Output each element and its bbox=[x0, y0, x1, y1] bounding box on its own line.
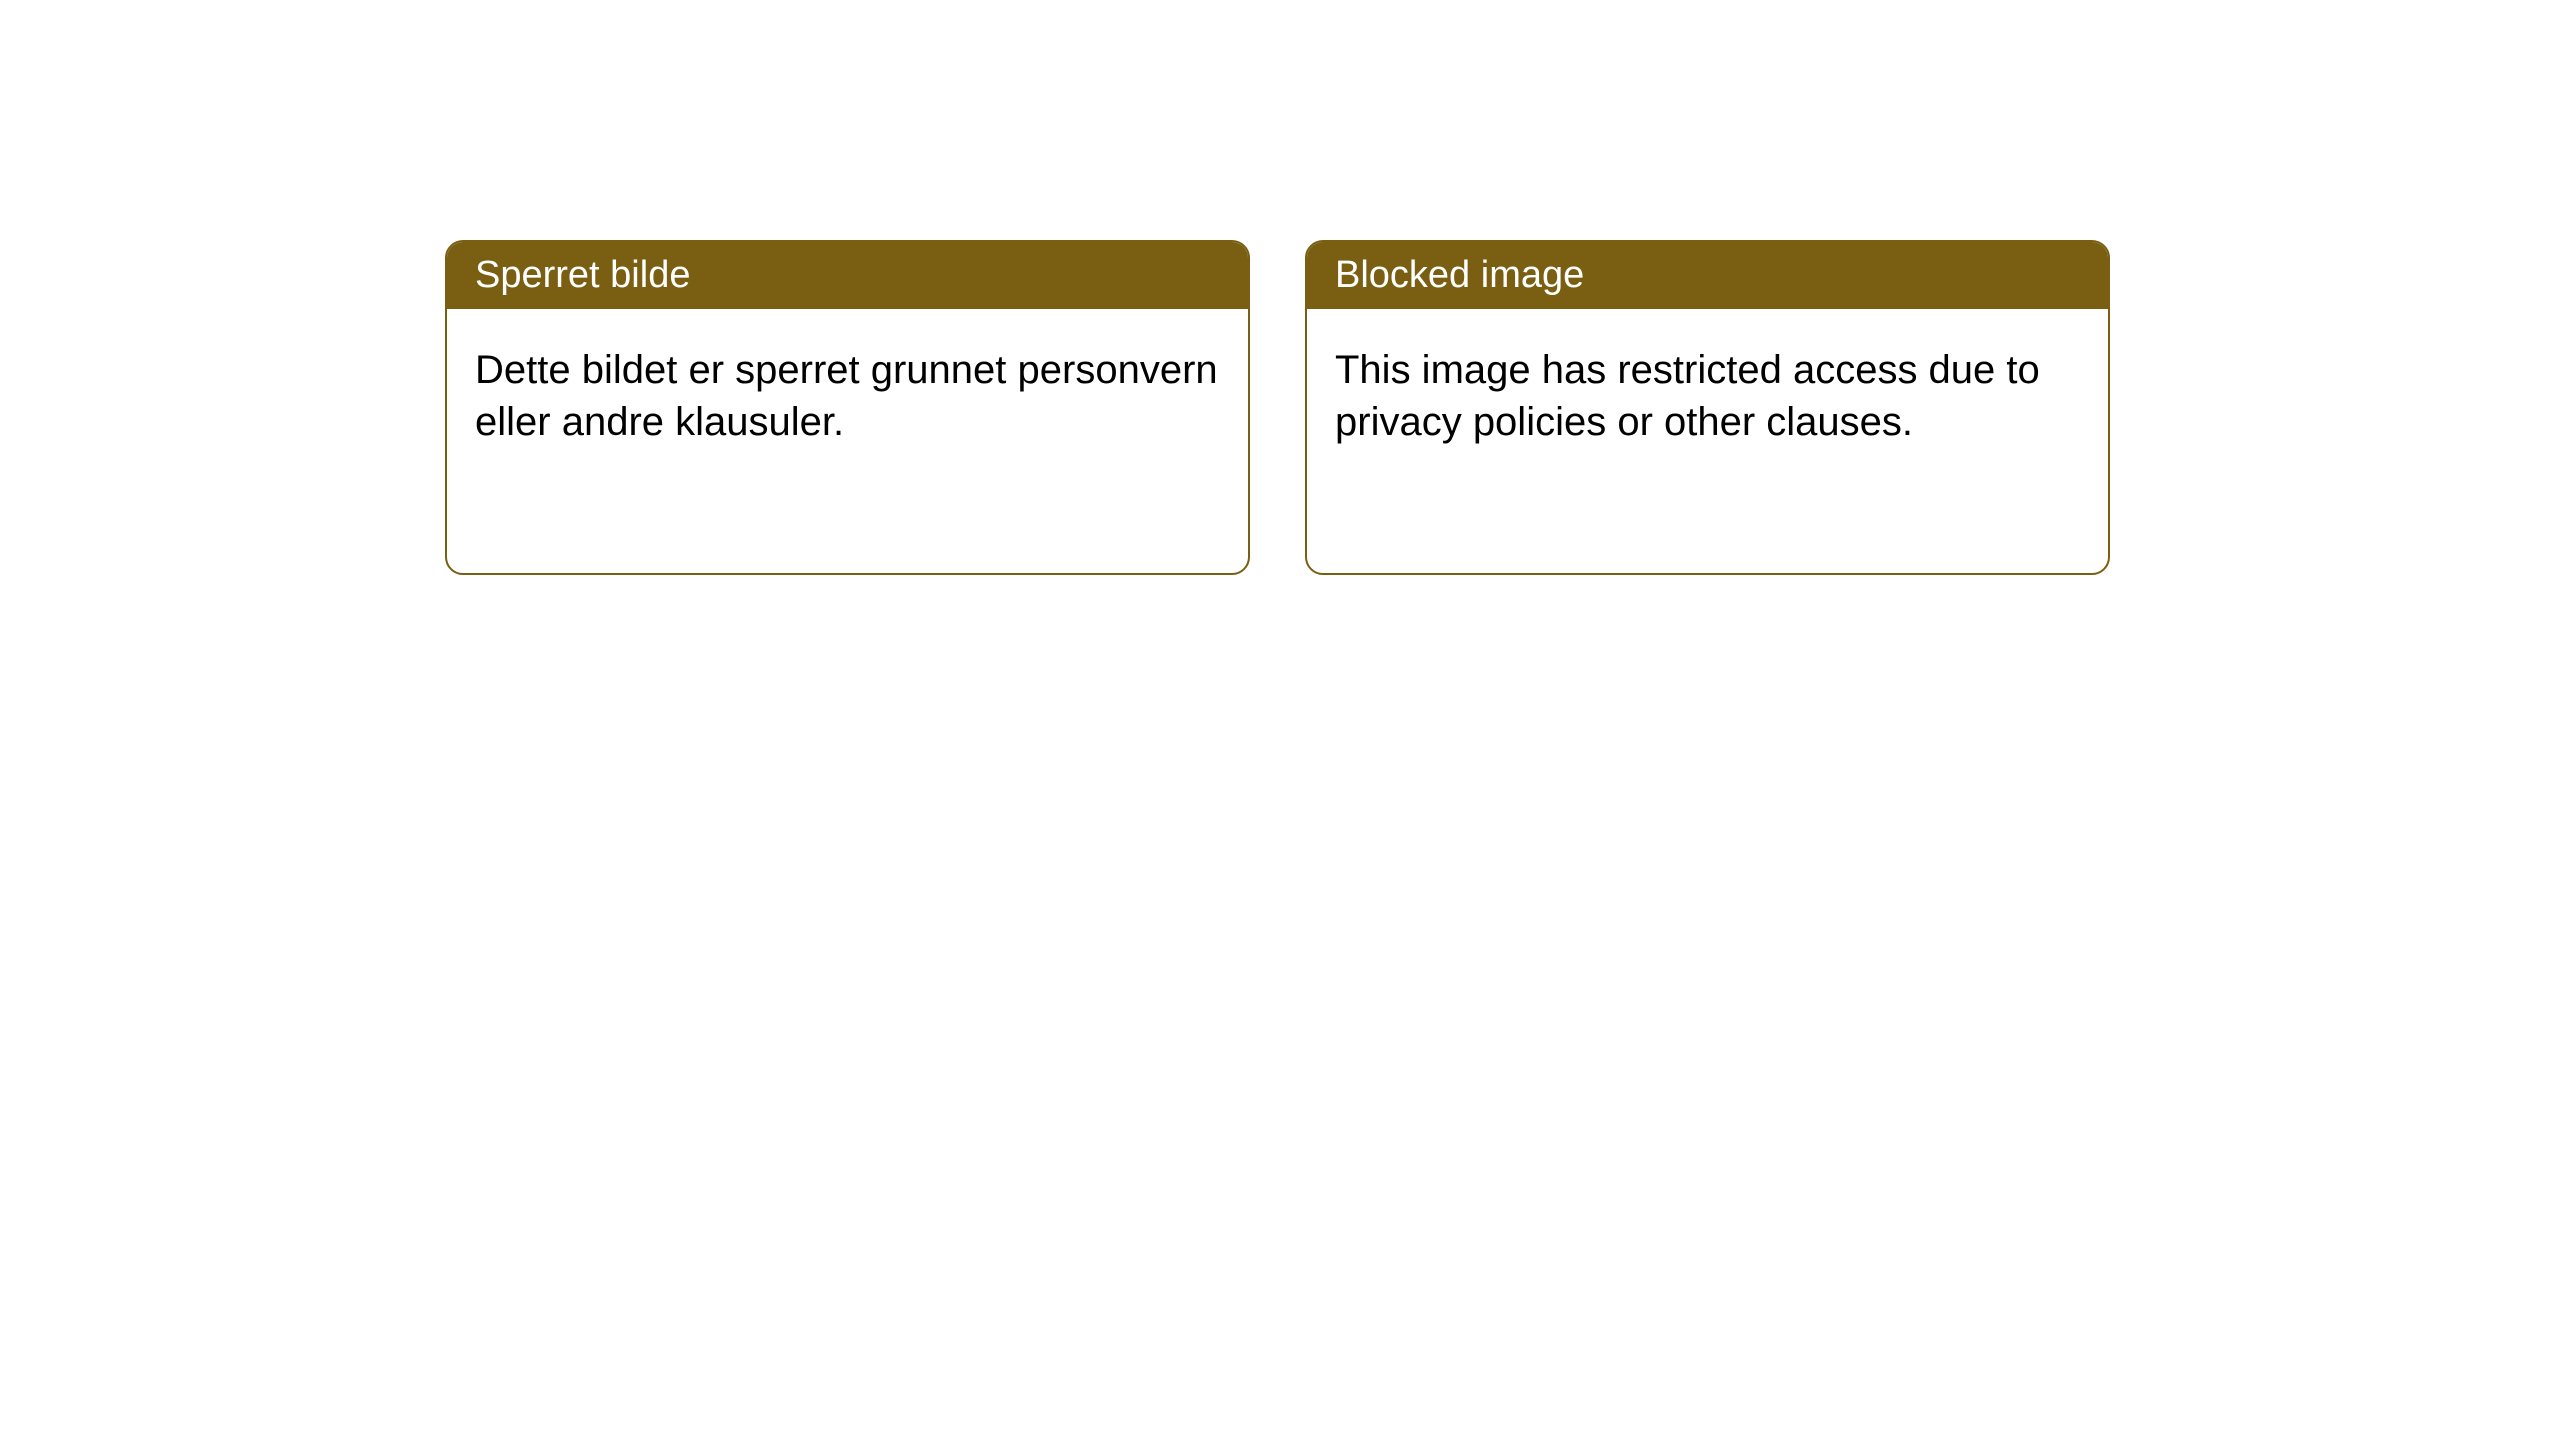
card-title-norwegian: Sperret bilde bbox=[475, 254, 690, 296]
card-body-norwegian: Dette bildet er sperret grunnet personve… bbox=[447, 309, 1248, 483]
notice-container: Sperret bilde Dette bildet er sperret gr… bbox=[0, 0, 2560, 575]
notice-card-norwegian: Sperret bilde Dette bildet er sperret gr… bbox=[445, 240, 1250, 575]
card-body-english: This image has restricted access due to … bbox=[1307, 309, 2108, 483]
notice-card-english: Blocked image This image has restricted … bbox=[1305, 240, 2110, 575]
card-text-english: This image has restricted access due to … bbox=[1335, 348, 2040, 444]
card-header-norwegian: Sperret bilde bbox=[447, 242, 1248, 309]
card-title-english: Blocked image bbox=[1335, 254, 1584, 296]
card-text-norwegian: Dette bildet er sperret grunnet personve… bbox=[475, 348, 1218, 444]
card-header-english: Blocked image bbox=[1307, 242, 2108, 309]
